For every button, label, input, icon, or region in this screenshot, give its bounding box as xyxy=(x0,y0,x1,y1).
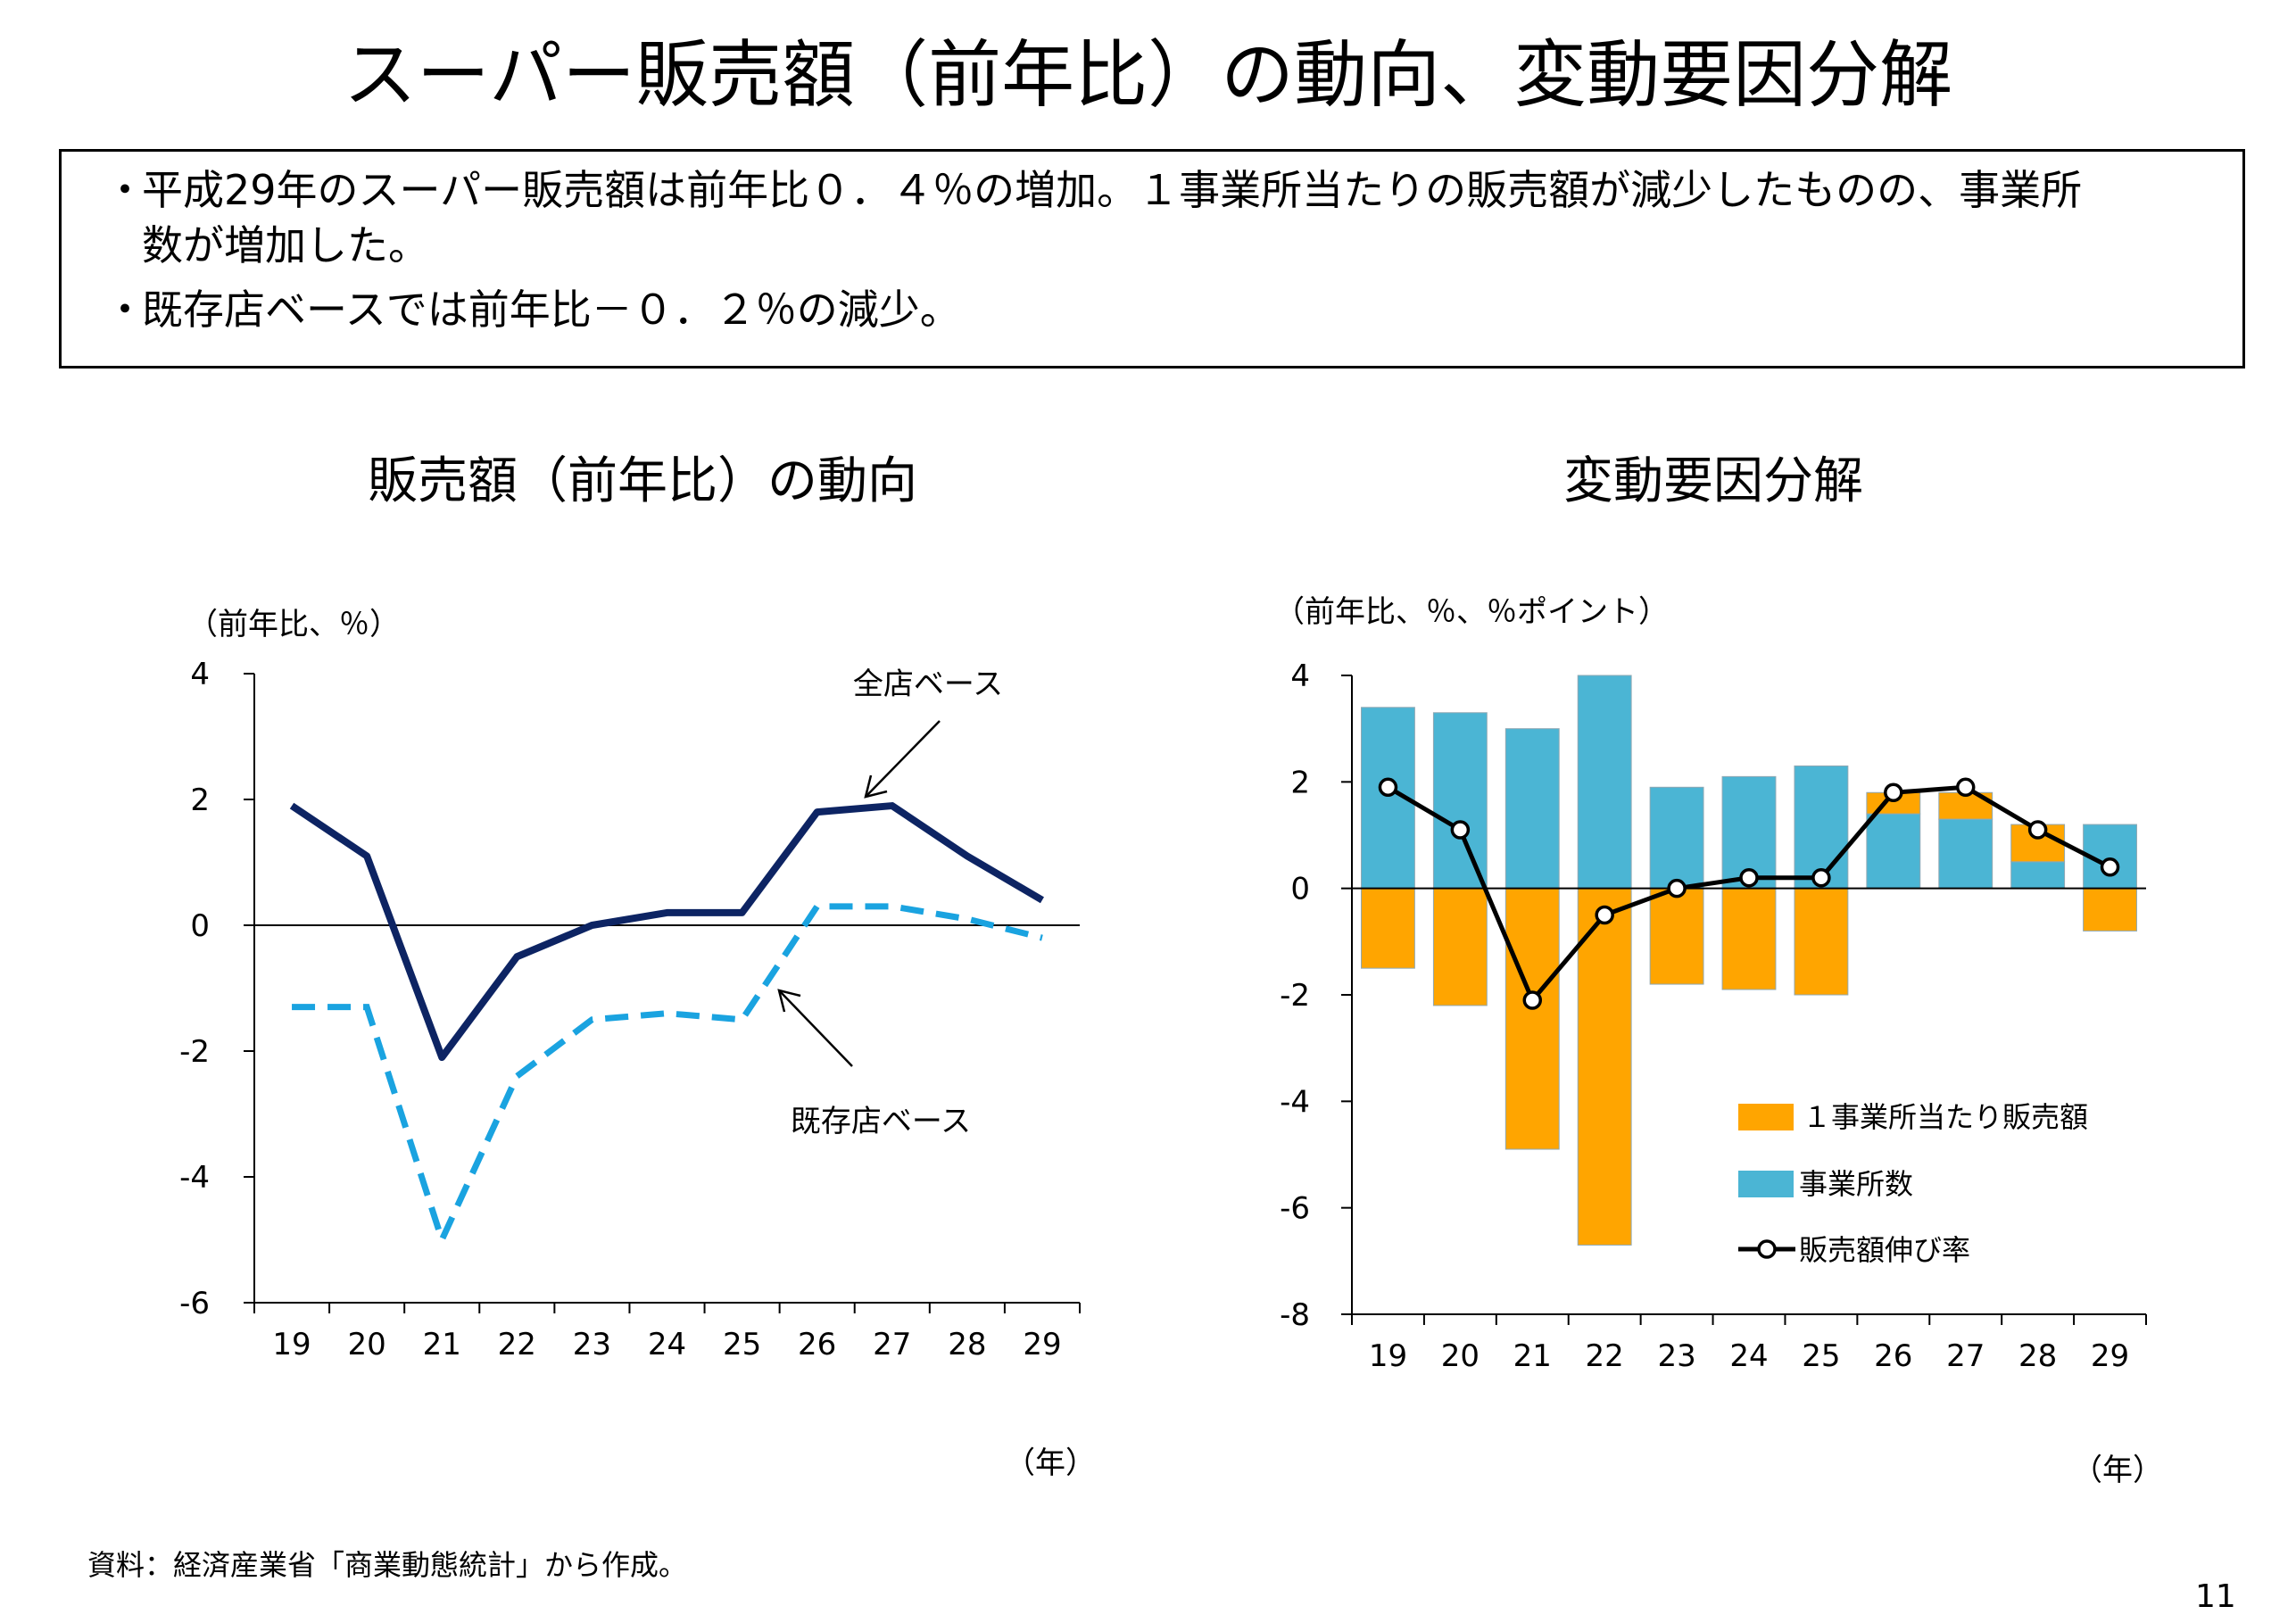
right-y-tick-label: 2 xyxy=(1290,765,1310,800)
summary-line-1a: 平成29年のスーパー販売額は前年比０．４％の増加。１事業所当たりの販売額が減少し… xyxy=(142,166,2083,214)
legend-label-growth: 販売額伸び率 xyxy=(1799,1233,1970,1267)
bar-establishments xyxy=(1938,818,1993,890)
right-x-tick-label: 26 xyxy=(1874,1338,1912,1374)
bar-establishments xyxy=(1432,712,1488,890)
source-note: 資料：経済産業省「商業動態統計」から作成。 xyxy=(87,1548,688,1582)
left-chart-xlabel: （年） xyxy=(1005,1445,1096,1481)
page-number: 11 xyxy=(2195,1578,2236,1615)
bar-per-establishment xyxy=(1504,888,1560,1150)
bar-establishments xyxy=(1504,728,1560,890)
bar-per-establishment xyxy=(2083,888,2137,932)
left-x-tick-label: 23 xyxy=(573,1327,611,1362)
left-x-tick-label: 27 xyxy=(873,1327,911,1362)
summary-bullet-1: ・ 平成29年のスーパー販売額は前年比０．４％の増加。１事業所当たりの販売額が減… xyxy=(88,162,2216,273)
summary-line-1b: 数が増加した。 xyxy=(142,221,429,269)
growth-point xyxy=(1884,783,1903,803)
bar-establishments xyxy=(2010,861,2066,890)
annotation-arrow-existing-store xyxy=(778,990,853,1067)
growth-point xyxy=(1450,820,1471,840)
right-chart-ylabel: （前年比、％、％ポイント） xyxy=(1274,594,1669,630)
bar-establishments xyxy=(1577,675,1632,890)
series-line-existing-store xyxy=(292,903,1043,1249)
growth-point xyxy=(1955,777,1976,798)
left-x-tick-label: 20 xyxy=(348,1327,386,1362)
growth-point xyxy=(1378,777,1398,798)
right-x-tick-label: 19 xyxy=(1369,1338,1407,1374)
left-x-tick-label: 25 xyxy=(723,1327,761,1362)
right-y-tick-label: -4 xyxy=(1280,1084,1310,1120)
right-y-tick-label: -8 xyxy=(1280,1297,1310,1333)
growth-point xyxy=(1811,867,1831,888)
summary-bullet-2: ・ 既存店ベースでは前年比－０．２％の減少。 xyxy=(88,282,2216,337)
bar-per-establishment xyxy=(1432,888,1488,1006)
right-x-tick-label: 25 xyxy=(1802,1338,1840,1374)
right-chart-title: 変動要因分解 xyxy=(1563,452,1863,510)
bar-establishments xyxy=(1866,813,1921,890)
left-x-tick-label: 28 xyxy=(948,1327,986,1362)
annotation-arrowhead-existing-store xyxy=(777,989,801,1013)
legend-swatch-establishments xyxy=(1738,1171,1794,1197)
left-x-tick-label: 29 xyxy=(1023,1327,1061,1362)
right-x-tick-label: 22 xyxy=(1586,1338,1624,1374)
annotation-all-store: 全店ベース xyxy=(853,667,1003,702)
bar-establishments xyxy=(1649,786,1704,890)
bar-establishments xyxy=(1794,765,1849,890)
left-x-tick-label: 19 xyxy=(272,1327,311,1362)
annotation-arrow-all-store xyxy=(865,720,941,798)
left-x-tick-label: 24 xyxy=(648,1327,686,1362)
bar-per-establishment xyxy=(1794,888,1849,996)
growth-point xyxy=(1739,867,1759,888)
right-x-tick-label: 20 xyxy=(1441,1338,1480,1374)
legend-swatch-per-establishment xyxy=(1738,1104,1794,1130)
right-y-tick-label: -6 xyxy=(1280,1191,1310,1227)
growth-point xyxy=(1595,905,1614,925)
right-chart-xlabel: （年） xyxy=(2072,1453,2163,1488)
annotation-arrowhead-all-store xyxy=(864,774,888,799)
growth-point xyxy=(2027,820,2048,840)
right-x-tick-label: 24 xyxy=(1729,1338,1768,1374)
left-y-tick-label: 0 xyxy=(190,908,210,944)
series-line-all-store xyxy=(289,802,1044,1062)
left-x-tick-label: 21 xyxy=(423,1327,461,1362)
right-y-tick-label: 0 xyxy=(1290,872,1310,907)
growth-point xyxy=(1522,990,1543,1010)
growth-point xyxy=(2100,857,2120,877)
bullet-marker: ・ xyxy=(104,286,145,334)
left-chart-title: 販売額（前年比）の動向 xyxy=(368,452,917,510)
bar-per-establishment xyxy=(1649,888,1704,985)
right-x-tick-label: 27 xyxy=(1946,1338,1985,1374)
growth-point xyxy=(1667,878,1687,898)
left-y-tick-label: 2 xyxy=(190,783,210,818)
right-y-tick-label: 4 xyxy=(1290,658,1310,694)
legend-label-per-establishment: １事業所当たり販売額 xyxy=(1803,1100,2088,1134)
left-y-tick-label: -4 xyxy=(179,1160,210,1196)
right-x-tick-label: 21 xyxy=(1513,1338,1552,1374)
left-y-tick-label: -2 xyxy=(179,1034,210,1070)
right-x-tick-label: 29 xyxy=(2091,1338,2129,1374)
left-y-tick-label: 4 xyxy=(190,657,210,692)
right-x-tick-label: 23 xyxy=(1657,1338,1695,1374)
summary-box: ・ 平成29年のスーパー販売額は前年比０．４％の増加。１事業所当たりの販売額が減… xyxy=(59,149,2245,368)
bar-per-establishment xyxy=(1577,888,1632,1246)
bar-per-establishment xyxy=(1361,888,1415,969)
left-chart-ylabel: （前年比、％） xyxy=(187,607,400,642)
left-y-tick-label: -6 xyxy=(179,1286,210,1321)
left-x-tick-label: 22 xyxy=(498,1327,536,1362)
left-x-tick-label: 26 xyxy=(798,1327,836,1362)
right-y-tick-label: -2 xyxy=(1280,978,1310,1014)
right-x-tick-label: 28 xyxy=(2018,1338,2057,1374)
bar-per-establishment xyxy=(1721,888,1777,990)
page-title: スーパー販売額（前年比）の動向、変動要因分解 xyxy=(343,33,1953,118)
bullet-marker: ・ xyxy=(104,166,145,214)
annotation-existing-store: 既存店ベース xyxy=(791,1104,971,1139)
legend-label-establishments: 事業所数 xyxy=(1799,1167,1913,1201)
summary-line-2: 既存店ベースでは前年比－０．２％の減少。 xyxy=(142,286,961,334)
legend-swatch-growth-marker xyxy=(1757,1239,1777,1259)
